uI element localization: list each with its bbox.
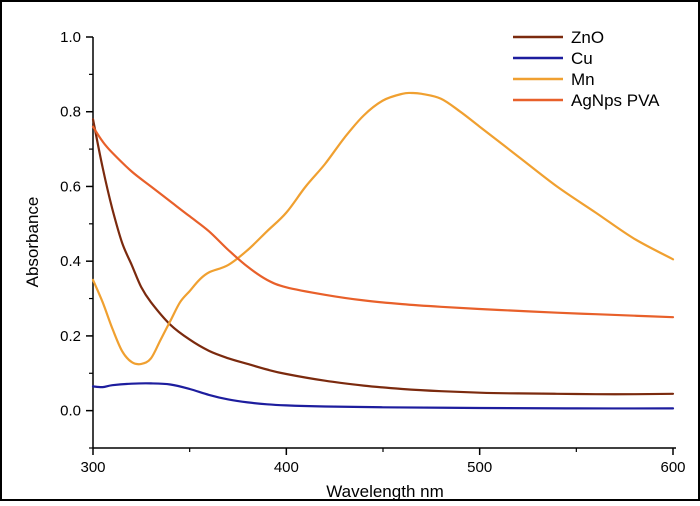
- series-lines: [91, 91, 675, 410]
- x-axis-label: Wavelength nm: [326, 482, 443, 501]
- x-tick-label-400: 400: [274, 459, 299, 476]
- series-line-mn: [91, 91, 675, 366]
- legend-label-agnps-pva: AgNps PVA: [571, 91, 660, 110]
- legend-label-cu: Cu: [571, 49, 593, 68]
- series-line-zno: [91, 118, 675, 396]
- y-tick-label-2: 0.4: [60, 253, 81, 270]
- x-tick-label-300: 300: [80, 459, 105, 476]
- series-line-cu: [91, 382, 675, 410]
- series-line-agnps-pva: [91, 125, 675, 319]
- legend-label-mn: Mn: [571, 70, 595, 89]
- legend: ZnO Cu Mn AgNps PVA: [513, 28, 660, 110]
- y-axis-label: Absorbance: [23, 197, 42, 288]
- y-tick-label-3: 0.6: [60, 178, 81, 195]
- axis-ticks: 300 400 500 600 0.0 0.2 0.4 0.6 0.8 1.0: [60, 29, 685, 476]
- y-tick-label-5: 1.0: [60, 29, 81, 46]
- x-tick-label-500: 500: [467, 459, 492, 476]
- y-tick-label-0: 0.0: [60, 403, 81, 420]
- x-tick-label-600: 600: [660, 459, 685, 476]
- legend-label-zno: ZnO: [571, 28, 604, 47]
- y-tick-label-4: 0.8: [60, 104, 81, 121]
- y-tick-label-1: 0.2: [60, 328, 81, 345]
